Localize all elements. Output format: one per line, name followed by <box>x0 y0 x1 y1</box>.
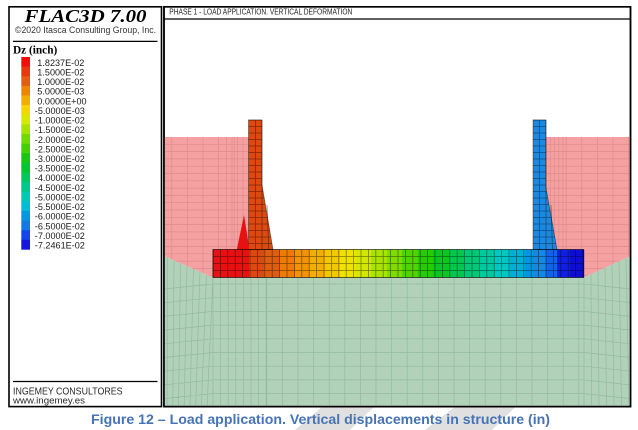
svg-text:Dz (inch): Dz (inch) <box>13 45 57 57</box>
svg-text:-5.0000E-02: -5.0000E-02 <box>35 192 85 202</box>
svg-text:-7.0000E-02: -7.0000E-02 <box>35 231 85 241</box>
svg-text:PHASE 1 - LOAD APPLICATION. VE: PHASE 1 - LOAD APPLICATION. VERTICAL DEF… <box>169 7 352 16</box>
svg-text:-7.2461E-02: -7.2461E-02 <box>35 241 85 251</box>
svg-text:-2.0000E-02: -2.0000E-02 <box>35 135 85 145</box>
svg-text:0.0000E+00: 0.0000E+00 <box>37 96 86 106</box>
svg-text:1.5000E-02: 1.5000E-02 <box>37 67 84 77</box>
svg-text:-2.5000E-02: -2.5000E-02 <box>35 144 85 154</box>
svg-text:FLAC3D 7.00: FLAC3D 7.00 <box>23 6 146 26</box>
svg-text:INGEMEY CONSULTORES: INGEMEY CONSULTORES <box>13 386 123 397</box>
svg-text:-3.0000E-02: -3.0000E-02 <box>35 154 85 164</box>
svg-text:-5.0000E-03: -5.0000E-03 <box>35 106 85 116</box>
svg-text:-4.0000E-02: -4.0000E-02 <box>35 173 85 183</box>
svg-text:www.ingemey.es: www.ingemey.es <box>12 396 85 406</box>
svg-text:-6.5000E-02: -6.5000E-02 <box>35 221 85 231</box>
svg-text:-1.0000E-02: -1.0000E-02 <box>35 116 85 126</box>
svg-text:-6.0000E-02: -6.0000E-02 <box>35 212 85 222</box>
svg-text:-3.5000E-02: -3.5000E-02 <box>35 164 85 174</box>
svg-text:1.8237E-02: 1.8237E-02 <box>37 58 84 68</box>
svg-text:1.0000E-02: 1.0000E-02 <box>37 77 84 87</box>
svg-text:©2020 Itasca Consulting Group,: ©2020 Itasca Consulting Group, Inc. <box>15 25 156 35</box>
svg-text:Figure 12 – Load application.: Figure 12 – Load application. Vertical d… <box>91 412 550 427</box>
svg-text:-5.5000E-02: -5.5000E-02 <box>35 202 85 212</box>
svg-text:-4.5000E-02: -4.5000E-02 <box>35 183 85 193</box>
svg-text:-1.5000E-02: -1.5000E-02 <box>35 125 85 135</box>
svg-text:5.0000E-03: 5.0000E-03 <box>37 87 84 97</box>
